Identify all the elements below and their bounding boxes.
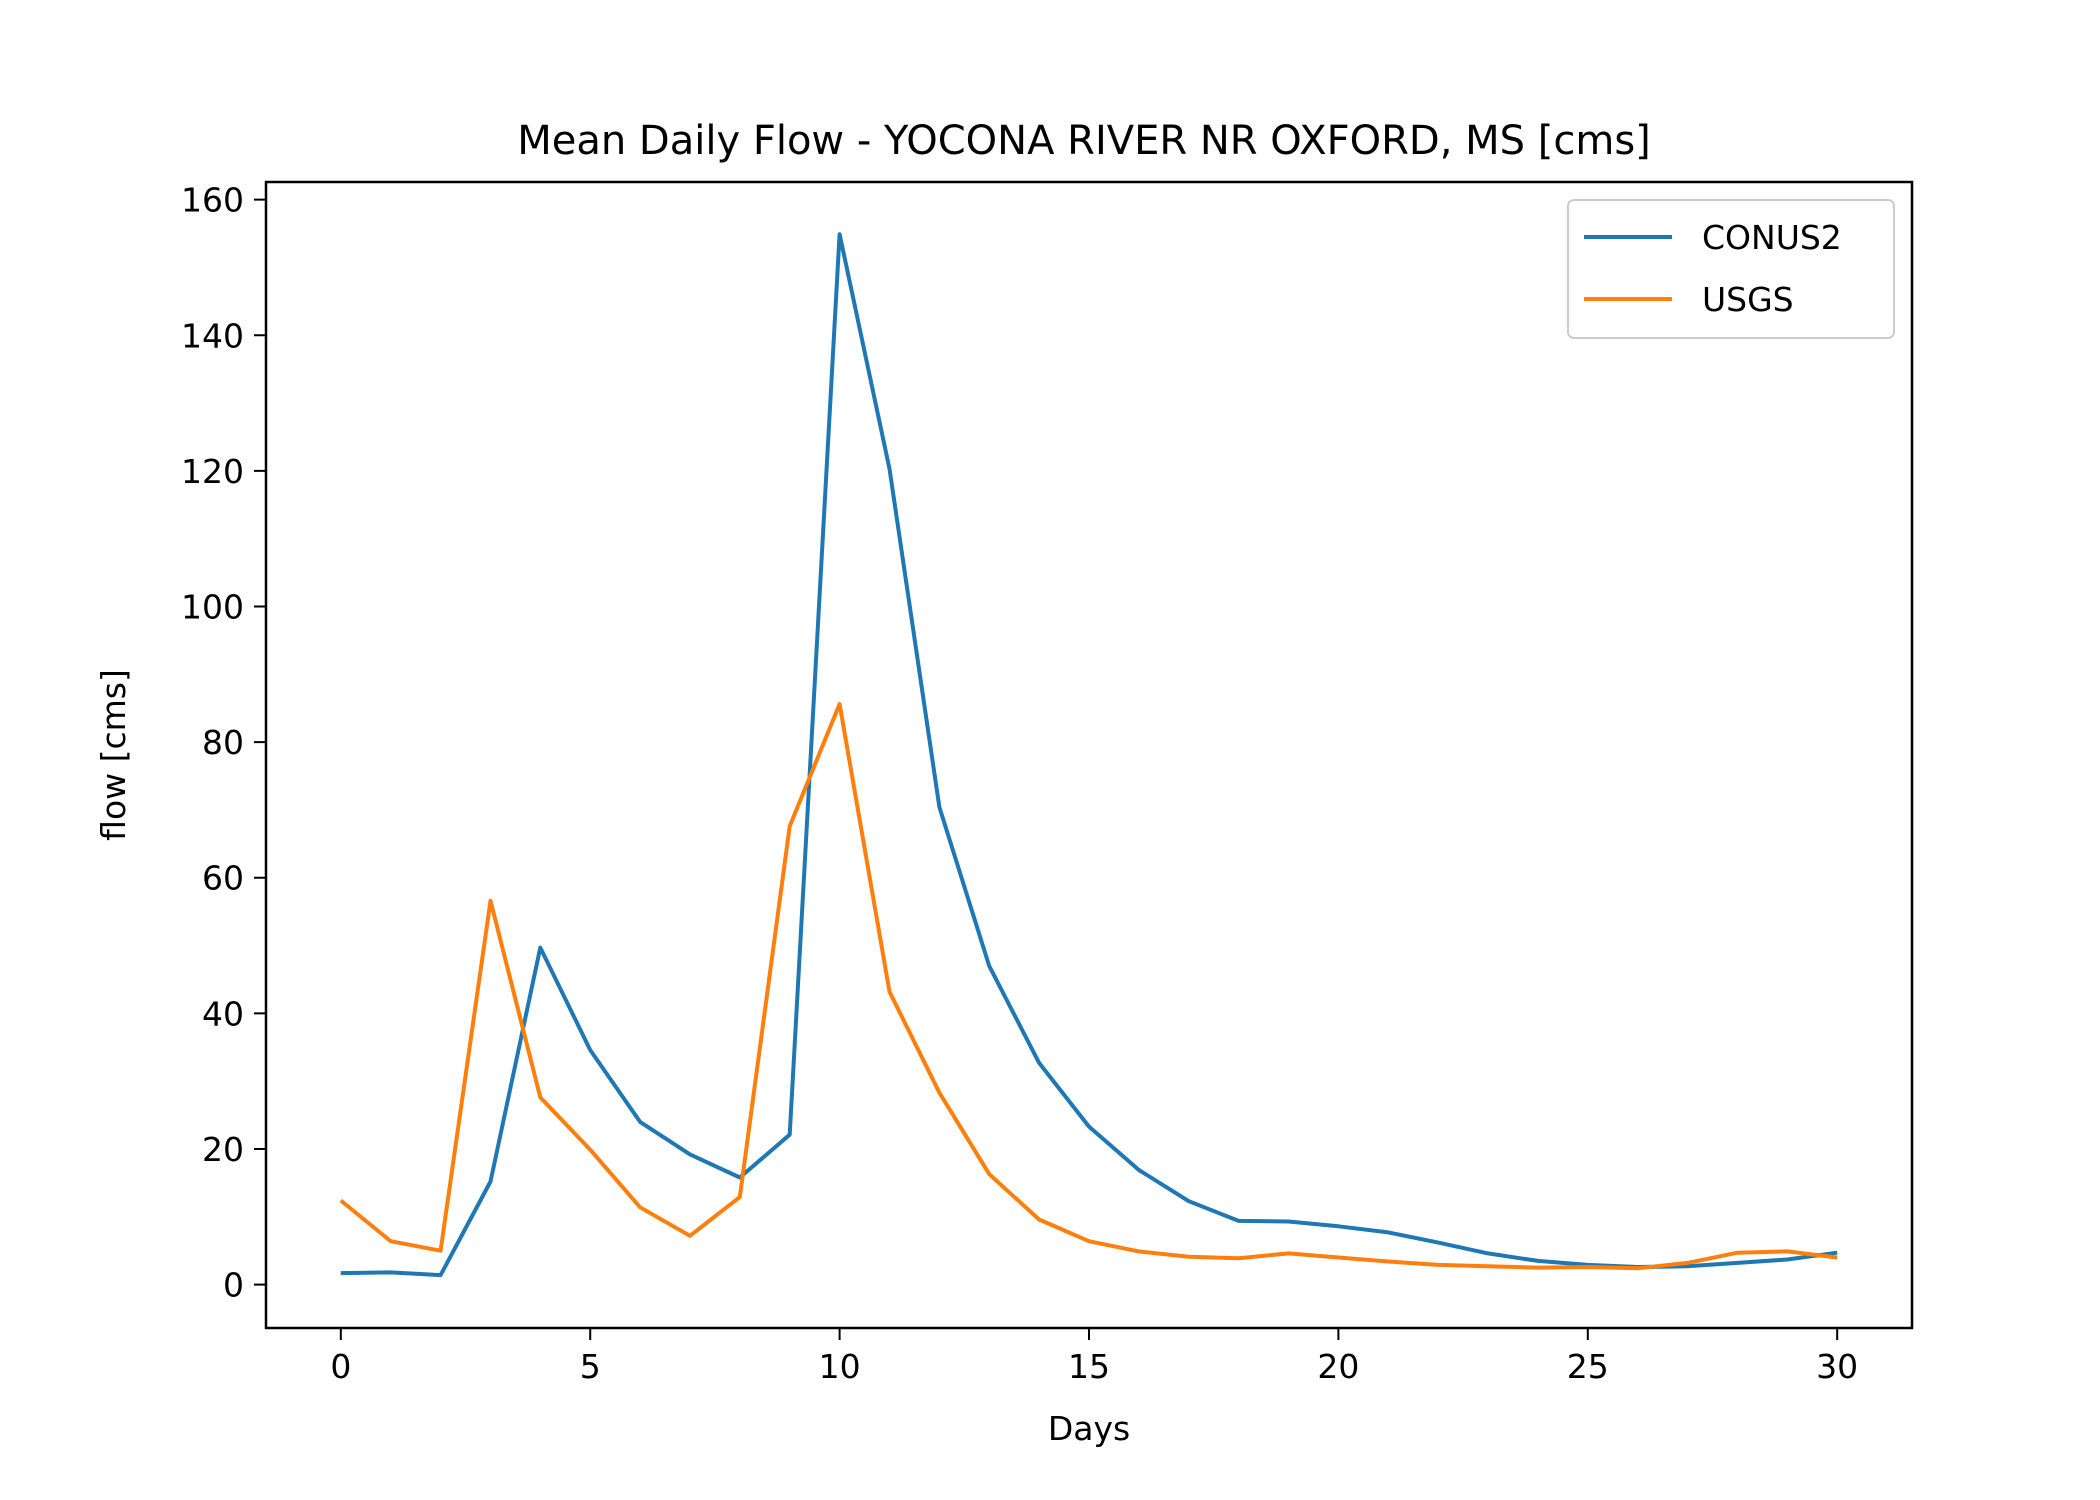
plot-area [339,232,1838,1278]
legend: CONUS2 USGS [1567,199,1895,339]
legend-box [1567,199,1895,339]
y-tick-label: 100 [181,587,244,626]
y-axis-label: flow [cms] [94,669,133,841]
y-tick-label: 60 [202,859,244,898]
legend-label: USGS [1702,280,1794,319]
x-tick-label: 20 [1317,1347,1359,1386]
chart-title: Mean Daily Flow - YOCONA RIVER NR OXFORD… [517,118,1651,164]
x-tick-label: 25 [1567,1347,1609,1386]
y-axis: 0 20 40 60 80 100 120 140 160 [181,181,266,1305]
x-tick-label: 5 [580,1347,601,1386]
legend-label: CONUS2 [1702,218,1842,257]
series-line-usgs [339,702,1838,1271]
x-tick-label: 30 [1816,1347,1858,1386]
x-axis: 0 5 10 15 20 25 30 [330,1328,1858,1386]
y-tick-label: 20 [202,1130,244,1169]
y-tick-label: 80 [202,723,244,762]
y-tick-label: 140 [181,316,244,355]
series-line-conus2 [340,232,1838,1278]
y-tick-label: 120 [181,452,244,491]
x-tick-label: 15 [1068,1347,1110,1386]
x-tick-label: 0 [330,1347,351,1386]
y-tick-label: 160 [181,181,244,220]
y-tick-label: 0 [223,1266,244,1305]
y-tick-label: 40 [202,994,244,1033]
x-tick-label: 10 [819,1347,861,1386]
x-axis-label: Days [1048,1409,1130,1448]
